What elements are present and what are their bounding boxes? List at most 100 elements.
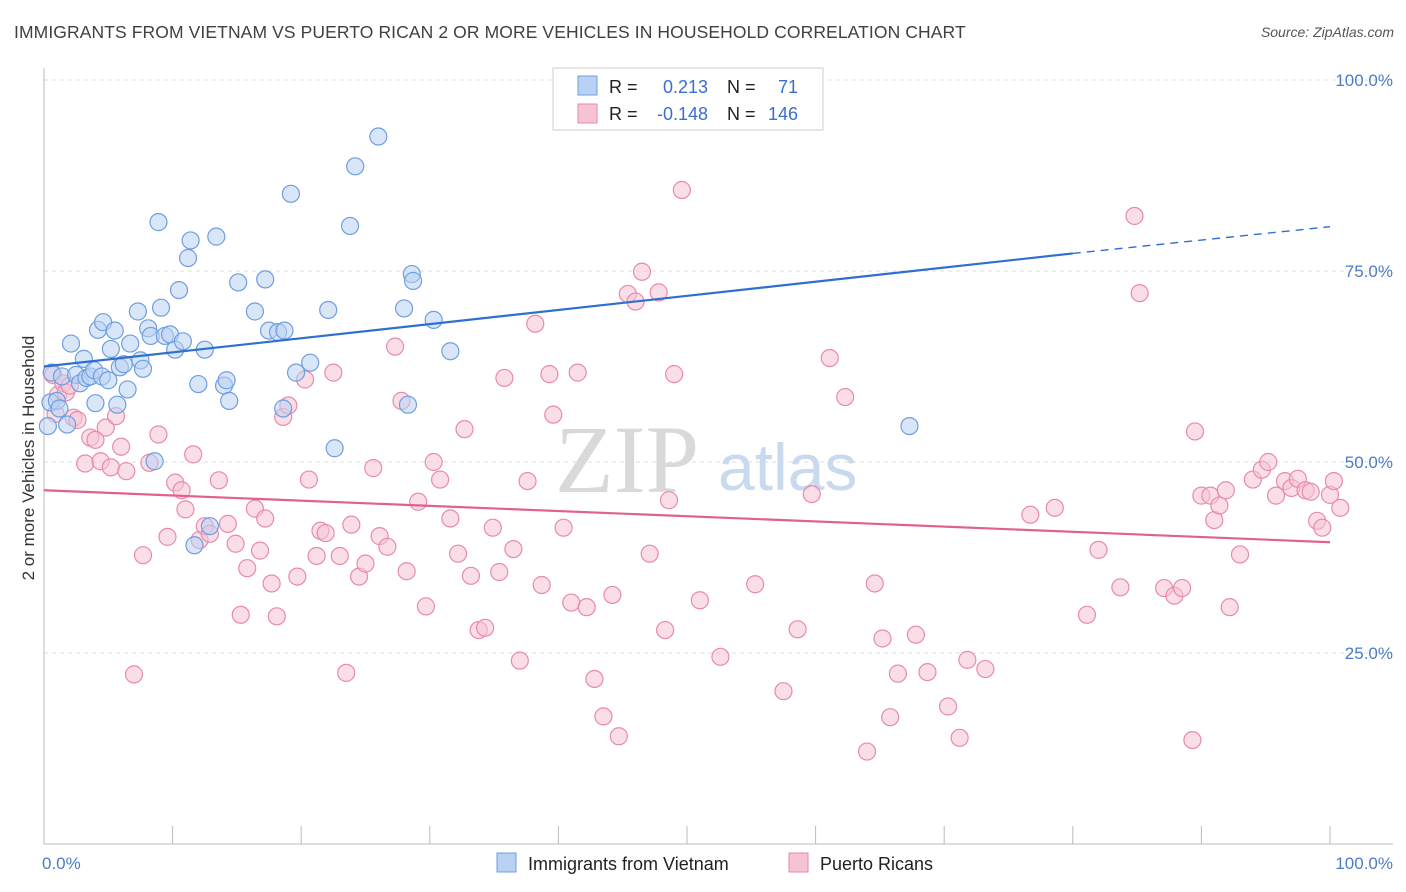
data-point (105, 321, 124, 340)
data-point (820, 348, 839, 368)
data-point (218, 514, 237, 533)
data-point (229, 273, 248, 292)
data-point (128, 302, 147, 321)
data-point (346, 157, 365, 176)
chart-source: Source: ZipAtlas.com (1260, 24, 1394, 40)
trend-line-vietnam-extension (1072, 225, 1331, 255)
series-legend-label-vietnam: Immigrants from Vietnam (528, 854, 729, 874)
data-point (118, 380, 137, 399)
data-point (250, 541, 270, 560)
data-point (603, 585, 622, 605)
data-point (802, 484, 821, 504)
data-point (1313, 518, 1332, 537)
data-point (430, 470, 450, 489)
data-point (149, 213, 168, 232)
data-point (441, 342, 460, 361)
data-point (316, 523, 335, 543)
data-point (416, 597, 436, 616)
series-legend-swatch-vietnam (496, 852, 517, 873)
data-point (424, 310, 443, 329)
data-point (133, 359, 153, 378)
data-point (1210, 496, 1229, 515)
data-point (774, 682, 793, 701)
data-point (220, 391, 239, 410)
data-point (245, 302, 265, 321)
data-point (1183, 730, 1202, 750)
data-point (554, 518, 573, 537)
chart-title: IMMIGRANTS FROM VIETNAM VS PUERTO RICAN … (14, 22, 966, 42)
data-point (124, 665, 144, 684)
data-point (461, 566, 481, 585)
data-point (369, 127, 388, 146)
data-point (158, 527, 177, 546)
data-point (397, 562, 416, 581)
data-point (299, 470, 319, 489)
data-point (151, 298, 171, 317)
data-point (483, 518, 502, 537)
data-point (609, 727, 628, 746)
data-point (275, 321, 294, 340)
data-point (76, 454, 95, 473)
data-point (857, 742, 877, 761)
data-point (207, 227, 226, 246)
data-point (217, 371, 236, 390)
data-point (398, 395, 418, 414)
data-point (1266, 486, 1286, 505)
y-tick-label: 50.0% (1345, 453, 1393, 472)
data-point (58, 415, 77, 434)
data-point (340, 216, 360, 236)
data-point (96, 418, 115, 437)
data-point (1130, 284, 1149, 303)
data-point (256, 270, 275, 289)
data-point (1089, 540, 1108, 559)
data-point (324, 363, 343, 382)
data-point (274, 399, 293, 418)
stats-legend: R = 0.213 N = 71 R = -0.148 N = 146 (552, 67, 824, 131)
stats-legend-box (552, 67, 824, 131)
data-point (532, 575, 551, 595)
y-axis-label: 2 or more Vehicles in Household (19, 336, 38, 581)
data-point (403, 271, 423, 291)
data-point (200, 517, 219, 536)
data-point (672, 180, 691, 200)
data-point (659, 491, 679, 510)
data-point (746, 575, 765, 594)
data-point (145, 452, 164, 471)
data-point (172, 481, 191, 500)
data-point (448, 544, 468, 563)
axes (43, 68, 1393, 845)
data-point (169, 281, 189, 300)
data-point (1111, 578, 1130, 597)
data-point (938, 697, 958, 716)
legend-n-value-blue: 71 (778, 77, 798, 97)
data-point (1173, 578, 1192, 598)
data-point (632, 262, 652, 281)
data-point (378, 537, 397, 556)
data-point (881, 708, 900, 727)
data-point (307, 546, 326, 566)
data-point (101, 458, 120, 477)
data-point (1216, 481, 1235, 500)
data-point (510, 651, 529, 670)
data-point (409, 492, 428, 511)
data-point (490, 562, 509, 582)
data-point (544, 405, 563, 424)
y-tick-label: 75.0% (1345, 262, 1393, 281)
data-point (38, 416, 57, 436)
data-point (364, 459, 383, 478)
data-point (656, 620, 675, 640)
data-point (209, 471, 228, 490)
data-point (394, 299, 414, 318)
legend-n-label-pink: N = (727, 104, 756, 124)
data-point (1125, 206, 1144, 226)
data-point (173, 332, 192, 351)
trend-lines (43, 225, 1331, 544)
data-point (906, 625, 926, 644)
series-legend-label-puerto-ricans: Puerto Ricans (820, 854, 933, 874)
data-point (888, 664, 908, 683)
data-point (1331, 498, 1350, 517)
data-point (1324, 472, 1343, 491)
data-point (86, 430, 105, 449)
watermark: ZIP atlas (555, 406, 857, 513)
